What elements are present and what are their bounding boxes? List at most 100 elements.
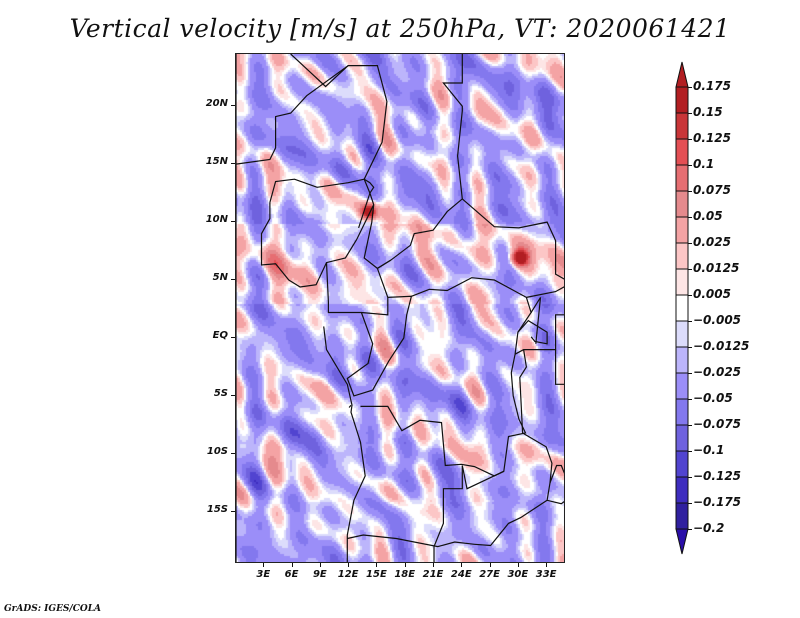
x-tick-label: 21E — [422, 569, 444, 580]
colorbar-box — [675, 450, 689, 478]
border-line — [549, 464, 564, 484]
colorbar-level-label: −0.125 — [693, 469, 742, 483]
border-line — [514, 314, 564, 355]
border-line — [236, 65, 349, 165]
x-tick — [263, 563, 265, 567]
x-tick — [319, 563, 321, 567]
colorbar-level-label: 0.0125 — [693, 261, 740, 275]
border-line — [360, 277, 532, 477]
colorbar-level-label: 0.05 — [693, 209, 723, 223]
colorbar-tick — [688, 217, 692, 218]
colorbar-box — [675, 216, 689, 244]
y-tick-label: EQ — [212, 329, 228, 341]
colorbar-box — [675, 502, 689, 530]
colorbar-tick — [688, 425, 692, 426]
colorbar-tick — [688, 295, 692, 296]
x-tick-label: 30E — [507, 569, 529, 580]
colorbar-tick — [688, 399, 692, 400]
border-line — [260, 202, 375, 288]
border-line — [526, 286, 564, 298]
x-tick-label: 3E — [256, 569, 271, 580]
border-line — [546, 499, 564, 505]
border-line — [519, 349, 528, 434]
colorbar-box — [675, 372, 689, 400]
border-line — [269, 178, 365, 203]
colorbar — [675, 61, 689, 555]
colorbar-level-label: −0.1 — [693, 443, 725, 457]
border-line — [555, 349, 564, 385]
border-line — [530, 297, 542, 344]
y-tick-label: 15S — [206, 503, 228, 515]
colorbar-bottom-arrow — [675, 528, 689, 555]
border-line — [461, 465, 505, 490]
colorbar-box — [675, 268, 689, 296]
colorbar-box — [675, 294, 689, 322]
colorbar-box — [675, 138, 689, 166]
colorbar-box — [675, 346, 689, 374]
border-line — [346, 295, 413, 397]
x-tick-label: 18E — [394, 569, 416, 580]
border-line — [358, 178, 375, 229]
colorbar-box — [675, 242, 689, 270]
colorbar-box — [675, 164, 689, 192]
chart-title: Vertical velocity [m/s] at 250hPa, VT: 2… — [69, 14, 731, 43]
x-tick — [433, 563, 434, 567]
country-borders — [236, 54, 564, 562]
x-tick-label: 12E — [337, 569, 359, 580]
x-tick-label: 15E — [366, 569, 387, 580]
colorbar-tick — [688, 451, 692, 452]
colorbar-tick — [688, 477, 692, 478]
colorbar-tick — [688, 321, 692, 322]
map-plot-area — [235, 53, 565, 563]
colorbar-box — [675, 320, 689, 348]
colorbar-level-label: 0.025 — [693, 235, 731, 249]
colorbar-level-label: 0.075 — [693, 183, 731, 197]
border-line — [433, 465, 463, 562]
colorbar-level-label: −0.05 — [693, 391, 733, 405]
y-tick-label: 15N — [205, 156, 228, 168]
colorbar-tick — [688, 373, 692, 374]
border-line — [517, 319, 548, 345]
colorbar-tick — [688, 529, 692, 530]
colorbar-top-arrow — [675, 61, 689, 88]
colorbar-tick — [688, 347, 692, 348]
y-tick — [231, 105, 235, 107]
colorbar-box — [675, 86, 689, 114]
x-tick — [404, 563, 406, 567]
x-tick-label: 33E — [535, 569, 557, 580]
colorbar-level-label: −0.0125 — [693, 339, 750, 353]
x-tick — [376, 563, 378, 567]
y-tick — [231, 394, 235, 396]
colorbar-box — [675, 112, 689, 140]
border-line — [290, 54, 463, 270]
border-line — [461, 198, 564, 280]
y-tick — [231, 163, 235, 165]
y-tick-label: 10S — [206, 445, 228, 457]
colorbar-tick — [688, 269, 692, 270]
x-tick-label: 24E — [450, 569, 472, 580]
colorbar-level-label: −0.2 — [693, 521, 725, 535]
colorbar-box — [675, 476, 689, 504]
colorbar-level-label: 0.15 — [693, 105, 723, 119]
x-tick-label: 27E — [479, 569, 500, 580]
y-tick — [231, 221, 235, 223]
y-tick — [231, 510, 235, 512]
x-tick — [489, 563, 491, 567]
colorbar-level-label: 0.1 — [693, 157, 715, 171]
x-tick — [461, 563, 463, 567]
colorbar-box — [675, 190, 689, 218]
y-tick — [231, 336, 235, 338]
vertical-velocity-field — [236, 54, 564, 562]
colorbar-level-label: −0.025 — [693, 365, 742, 379]
y-tick-label: 5N — [212, 272, 228, 284]
x-tick — [291, 563, 293, 567]
border-line — [474, 432, 553, 547]
border-line — [325, 259, 391, 316]
colorbar-box — [675, 424, 689, 452]
y-tick-label: 20N — [205, 98, 228, 110]
x-tick-label: 9E — [312, 569, 327, 580]
colorbar-box — [675, 398, 689, 426]
colorbar-level-label: −0.175 — [693, 495, 742, 509]
y-tick-label: 5S — [213, 387, 228, 399]
x-tick — [546, 563, 548, 567]
